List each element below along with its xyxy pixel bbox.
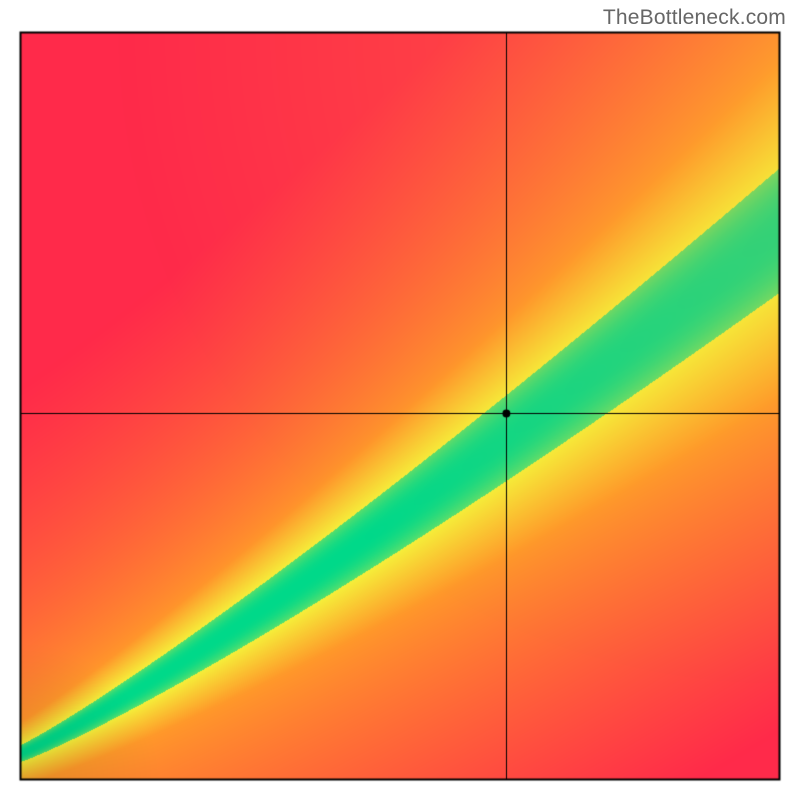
watermark-text: TheBottleneck.com bbox=[603, 6, 786, 30]
chart-container: TheBottleneck.com bbox=[0, 0, 800, 800]
bottleneck-heatmap bbox=[0, 0, 800, 800]
